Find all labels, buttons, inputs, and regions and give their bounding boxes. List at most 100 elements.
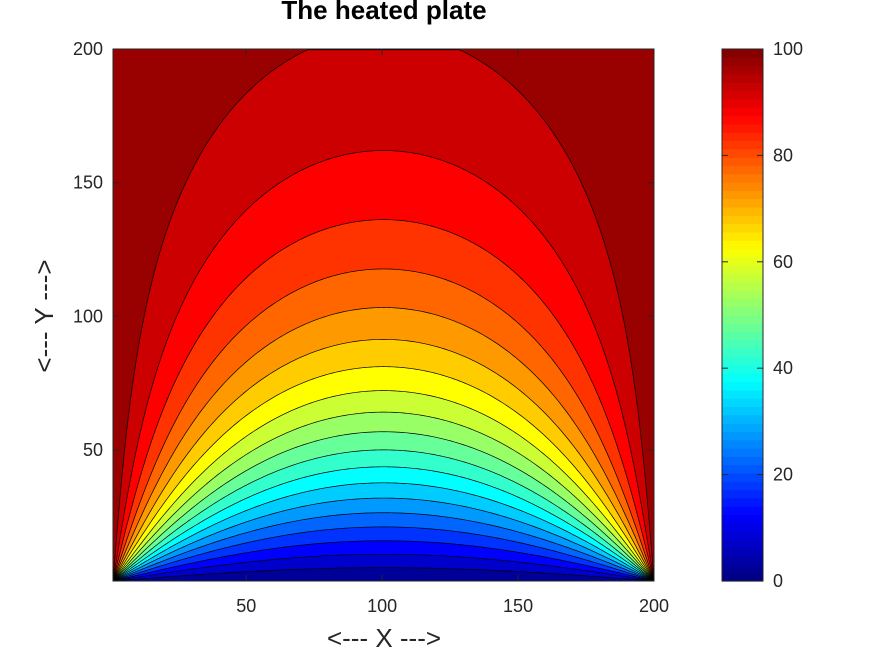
contour-line	[113, 540, 654, 581]
colorbar-swatch	[722, 539, 763, 549]
contour-band	[113, 49, 654, 581]
y-tick-label: 200	[73, 39, 103, 59]
colorbar-swatch	[722, 339, 763, 349]
colorbar-swatch	[722, 290, 763, 299]
colorbar-swatch	[722, 90, 763, 100]
y-tick-label: 100	[73, 306, 103, 326]
contour-lines	[113, 49, 654, 581]
colorbar-tick-label: 100	[773, 39, 803, 59]
contour-line	[113, 339, 654, 581]
colorbar-swatch	[722, 331, 763, 341]
colorbar-swatch	[722, 423, 763, 432]
colorbar-swatch	[722, 448, 763, 457]
colorbar-swatch	[722, 373, 763, 383]
colorbar-swatch	[722, 472, 763, 482]
colorbar-swatch	[722, 348, 763, 358]
x-tick-label: 150	[503, 596, 533, 616]
colorbar-swatch	[722, 456, 763, 466]
contour-line	[113, 497, 654, 581]
colorbar-swatch	[722, 206, 763, 216]
colorbar-swatch	[722, 306, 763, 316]
colorbar-swatch	[722, 356, 763, 366]
colorbar: 0 20 40 60 80 100	[721, 39, 803, 591]
contour-line	[113, 411, 654, 581]
contour-line	[113, 431, 654, 581]
colorbar-swatch	[722, 248, 763, 258]
contour-line	[113, 449, 654, 581]
colorbar-swatch	[722, 414, 763, 424]
contour-line	[113, 482, 654, 581]
plot-area	[113, 49, 654, 581]
colorbar-swatch	[722, 223, 763, 233]
contour-line	[113, 307, 654, 581]
colorbar-swatch	[722, 148, 763, 158]
colorbar-swatch	[722, 132, 763, 142]
colorbar-swatch	[722, 98, 763, 108]
x-axis: 50 100 150 200	[236, 49, 669, 616]
contour-line	[113, 553, 654, 581]
colorbar-swatch	[722, 57, 763, 67]
x-tick-label: 200	[639, 596, 669, 616]
contour-line	[113, 150, 654, 580]
colorbar-swatch	[722, 464, 763, 474]
colorbar-tick-label: 0	[773, 571, 783, 591]
y-axis-label: <--- Y --->	[29, 259, 59, 372]
colorbar-swatch	[722, 514, 763, 524]
colorbar-swatch	[722, 481, 763, 491]
contour-line	[113, 526, 654, 581]
colorbar-swatch	[722, 522, 763, 532]
colorbar-frame	[721, 48, 764, 582]
colorbar-swatch	[722, 256, 763, 266]
contour-band	[113, 49, 654, 581]
colorbar-swatch	[722, 140, 763, 150]
contour-fill-bands	[113, 49, 654, 581]
colorbar-swatch	[722, 381, 763, 391]
chart-title: The heated plate	[281, 0, 486, 25]
colorbar-swatch	[722, 107, 763, 117]
colorbar-swatch	[722, 198, 763, 208]
colorbar-swatch	[722, 157, 763, 166]
colorbar-swatch	[722, 531, 763, 541]
contour-line	[113, 366, 654, 581]
y-tick-label: 150	[73, 173, 103, 193]
colorbar-tick-label: 60	[773, 252, 793, 272]
colorbar-swatch	[722, 497, 763, 507]
colorbar-swatch	[722, 298, 763, 308]
y-tick-label: 50	[83, 440, 103, 460]
contour-line	[113, 466, 654, 581]
colorbar-swatch	[722, 281, 763, 291]
colorbar-tick-label: 80	[773, 145, 793, 165]
colorbar-swatch	[722, 489, 763, 499]
colorbar-swatch	[722, 273, 763, 283]
colorbar-swatch	[722, 49, 763, 58]
colorbar-swatch	[722, 165, 763, 175]
colorbar-swatch	[722, 564, 763, 574]
contour-line	[113, 390, 654, 581]
colorbar-swatch	[722, 265, 763, 275]
colorbar-tick-label: 20	[773, 465, 793, 485]
contour-line	[113, 567, 654, 581]
contour-line	[113, 49, 654, 578]
x-tick-label: 50	[236, 596, 256, 616]
colorbar-swatch	[722, 215, 763, 225]
colorbar-swatch	[722, 389, 763, 399]
colorbar-swatch	[722, 323, 763, 333]
colorbar-swatch	[722, 82, 763, 92]
colorbar-swatch	[722, 572, 763, 582]
contour-line	[113, 219, 654, 581]
x-axis-label: <--- X --->	[327, 623, 441, 653]
colorbar-swatch	[722, 406, 763, 416]
colorbar-swatch	[722, 547, 763, 557]
colorbar-swatch	[722, 431, 763, 441]
colorbar-swatch	[722, 65, 763, 75]
x-tick-label: 100	[367, 596, 397, 616]
y-axis: 50 100 150 200	[73, 39, 654, 460]
colorbar-swatch	[722, 173, 763, 183]
colorbar-tick-label: 40	[773, 358, 793, 378]
colorbar-swatch	[722, 398, 763, 408]
contour-line	[113, 512, 654, 581]
colorbar-swatch	[722, 182, 763, 191]
colorbar-swatch	[722, 506, 763, 516]
plot-frame	[112, 48, 655, 582]
